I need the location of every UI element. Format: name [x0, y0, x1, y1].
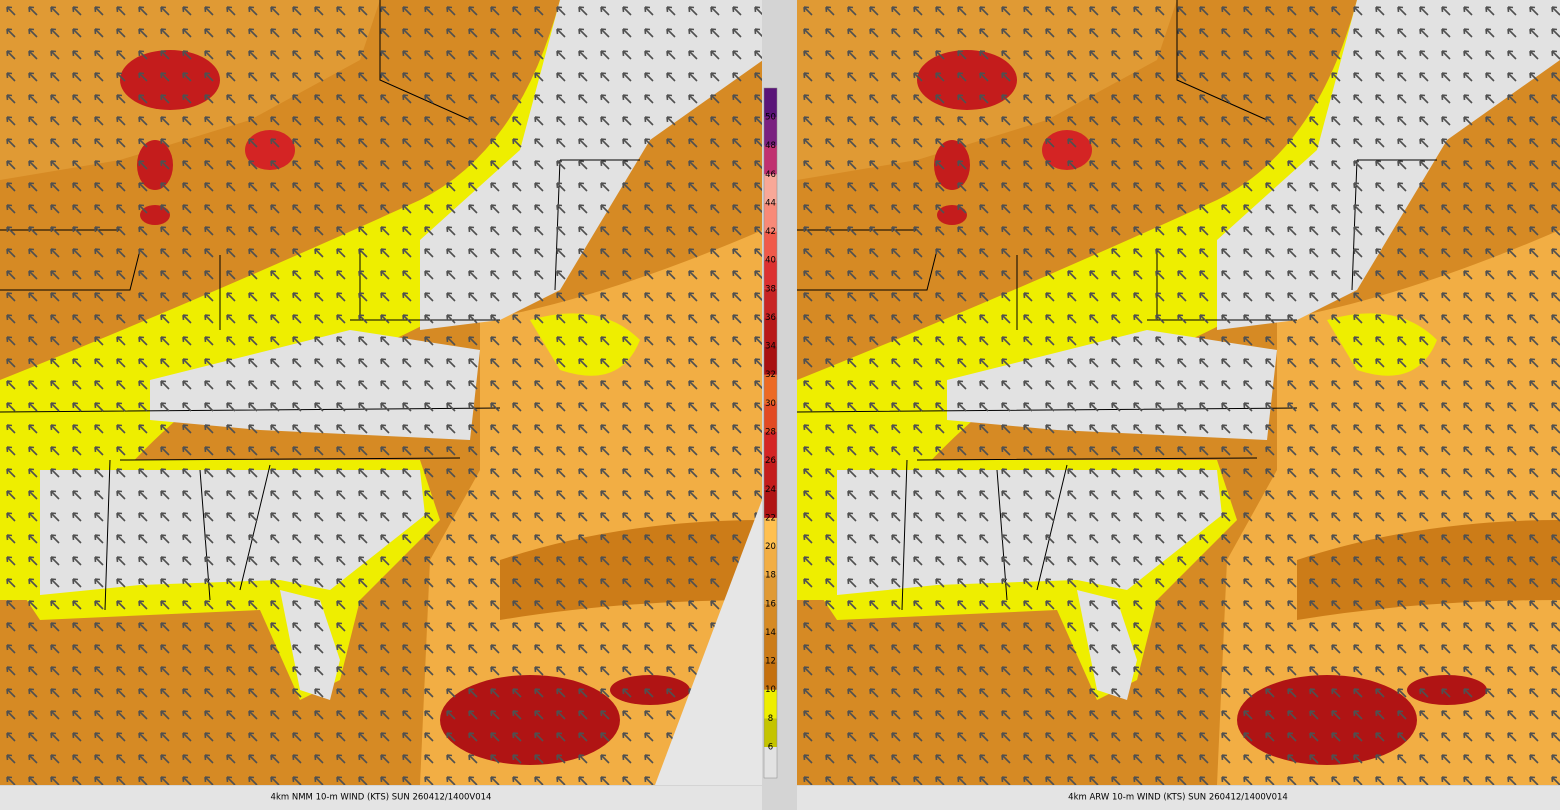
- colorbar: 6 8 10 12 14 16 18 20 22 24 26 28 30 32 34 36 38 40 42 44 46…: [763, 87, 778, 779]
- color-swatch: [764, 747, 777, 778]
- caption-bar: [0, 786, 762, 810]
- caption: 4km ARW 10-m WIND (KTS) SUN 260412/1400V…: [1068, 793, 1288, 803]
- colorbar-label: 48: [765, 141, 776, 151]
- color-swatch: [764, 117, 777, 146]
- colorbar-label: 46: [765, 170, 776, 180]
- colorbar-label: 28: [765, 428, 776, 438]
- color-swatch: [764, 202, 777, 232]
- color-swatch: [764, 432, 777, 461]
- colorbar-label: 38: [765, 284, 776, 294]
- color-swatch: [764, 317, 777, 347]
- colorbar-label: 40: [765, 256, 776, 266]
- colorbar-label: 30: [765, 399, 776, 409]
- color-swatch: [764, 517, 777, 547]
- colorbar-label: 34: [765, 342, 776, 352]
- color-swatch: [764, 288, 777, 318]
- color-swatch: [764, 174, 777, 203]
- colorbar-label: 14: [765, 628, 776, 638]
- color-swatch: [764, 689, 777, 719]
- caption-bar: [797, 786, 1560, 810]
- color-swatch: [764, 546, 777, 576]
- colorbar-label: 10: [765, 685, 776, 695]
- colorbar-label: 50: [765, 113, 776, 123]
- caption: 4km NMM 10-m WIND (KTS) SUN 260412/1400V…: [271, 793, 492, 803]
- colorbar-label: 24: [765, 485, 776, 495]
- color-swatch: [764, 661, 777, 690]
- colorbar-label: 16: [765, 599, 776, 609]
- color-swatch: [764, 145, 777, 175]
- colorbar-label: 8: [768, 714, 773, 724]
- color-swatch: [764, 460, 777, 490]
- colorbar-label: 36: [765, 313, 776, 323]
- colorbar-label: 42: [765, 227, 776, 237]
- color-swatch: [764, 88, 777, 117]
- map-panel-arw: [797, 0, 1560, 785]
- color-swatch: [764, 231, 777, 261]
- color-swatch: [764, 374, 777, 404]
- color-swatch: [764, 403, 777, 432]
- colorbar-label: 6: [768, 743, 773, 753]
- map-panel-nmm: [0, 0, 762, 785]
- color-swatch: [764, 718, 777, 747]
- colorbar-label: 26: [765, 456, 776, 466]
- color-swatch: [764, 632, 777, 662]
- color-swatch: [764, 260, 777, 289]
- colorbar-label: 12: [765, 657, 776, 667]
- colorbar-frame: [763, 87, 778, 779]
- colorbar-label: 18: [765, 571, 776, 581]
- colorbar-label: 20: [765, 542, 776, 552]
- colorbar-label: 22: [765, 513, 776, 523]
- colorbar-label: 32: [765, 370, 776, 380]
- colorbar-label: 44: [765, 198, 776, 208]
- color-swatch: [764, 346, 777, 375]
- color-swatch: [764, 489, 777, 518]
- color-swatch: [764, 603, 777, 633]
- color-swatch: [764, 575, 777, 604]
